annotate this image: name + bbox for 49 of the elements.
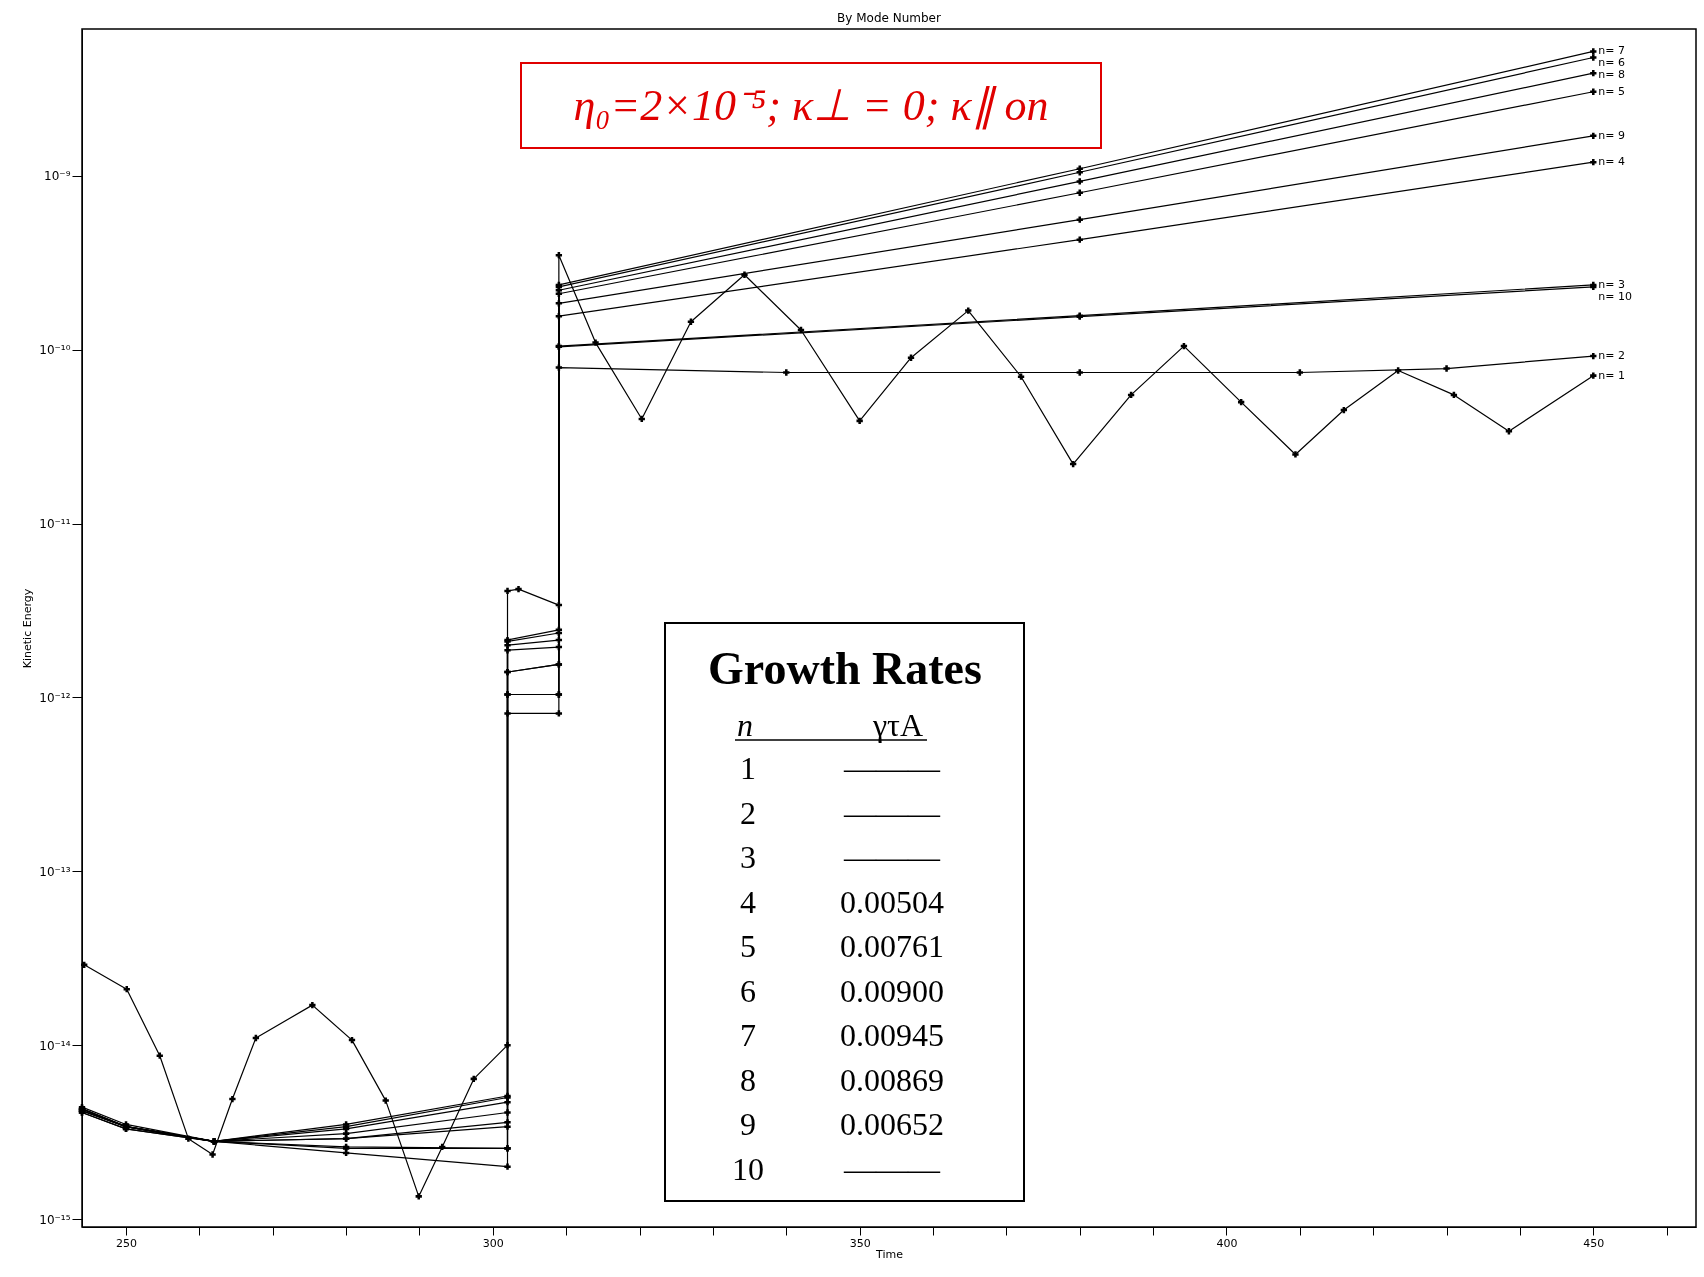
annotation: 7: [740, 1017, 756, 1053]
annotation: Growth Rates: [708, 643, 982, 694]
series-label: n= 5: [1598, 84, 1625, 98]
annotation: 0.00652: [840, 1106, 944, 1142]
annotation: 3: [740, 839, 756, 875]
annotation: ———: [843, 794, 941, 831]
annotation: 2: [740, 794, 756, 831]
y-tick-label: 10⁻¹⁴: [39, 1038, 71, 1053]
annotation: γτA: [871, 707, 924, 743]
chart-title: By Mode Number: [837, 11, 941, 25]
annotation: 9: [740, 1106, 756, 1142]
y-axis-title: Kinetic Energy: [21, 588, 35, 669]
annotation: n: [737, 707, 753, 743]
annotation: 5: [740, 928, 756, 964]
y-tick-label: 10⁻¹²: [39, 690, 71, 705]
annotation: η₀=2×10⁻⁵; κ⊥ = 0; κ∥ on: [573, 81, 1049, 130]
series-label: n= 1: [1598, 368, 1625, 382]
annotation: 6: [740, 972, 756, 1009]
series-label: n= 3: [1598, 277, 1625, 291]
x-tick-label: 250: [116, 1236, 138, 1250]
annotation: ———: [843, 750, 941, 786]
x-tick-label: 450: [1583, 1236, 1605, 1250]
series-label: n= 4: [1598, 155, 1625, 169]
annotation: 10: [732, 1150, 764, 1187]
y-tick-label: 10⁻¹³: [39, 864, 71, 879]
y-tick-label: 10⁻¹⁵: [39, 1212, 71, 1227]
annotation: 4: [740, 883, 756, 920]
series-label: n= 2: [1598, 349, 1625, 363]
annotation: 0.00900: [840, 972, 944, 1009]
annotation: 8: [740, 1061, 756, 1098]
y-tick-label: 10⁻⁹: [44, 169, 71, 184]
annotation: 0.00761: [840, 928, 944, 964]
series-label: n= 8: [1598, 68, 1625, 82]
y-tick-label: 10⁻¹⁰: [39, 343, 71, 358]
annotation: 0.00945: [840, 1017, 944, 1053]
x-tick-label: 350: [849, 1236, 871, 1250]
x-tick-label: 400: [1216, 1236, 1238, 1250]
series-label: n= 9: [1598, 128, 1625, 142]
annotation: 0.00504: [840, 883, 944, 920]
y-tick-label: 10⁻¹¹: [39, 517, 71, 532]
x-axis-title: Time: [875, 1247, 904, 1261]
series-label: n= 10: [1598, 289, 1632, 303]
annotation: ———: [843, 839, 941, 875]
annotation: 0.00869: [840, 1061, 944, 1098]
x-tick-label: 300: [482, 1236, 504, 1250]
series-label: n= 7: [1598, 44, 1625, 58]
annotation: 1: [740, 750, 756, 786]
annotation: ———: [843, 1150, 941, 1187]
series-label: n= 6: [1598, 56, 1625, 70]
